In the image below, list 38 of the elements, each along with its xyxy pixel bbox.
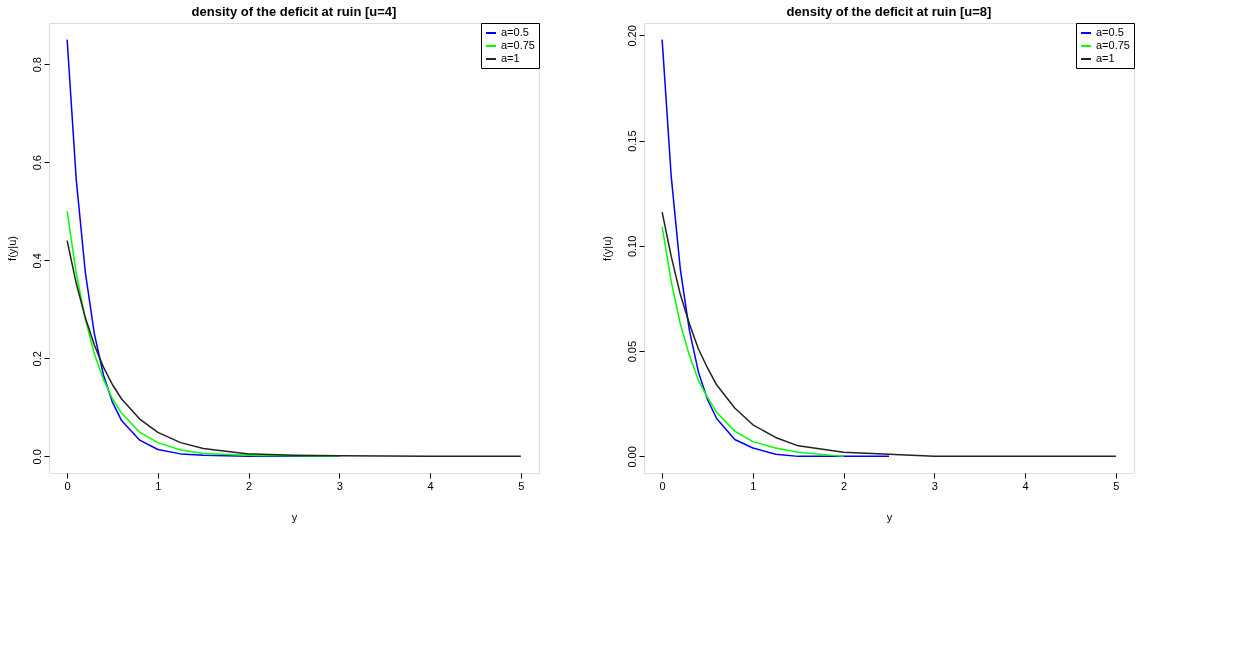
y-tick-label: 0.20: [625, 25, 638, 47]
x-axis-title: y: [291, 510, 298, 523]
y-tick-label: 0.00: [625, 446, 638, 468]
x-tick-label: 3: [336, 479, 343, 492]
legend-label: a=1: [1096, 52, 1115, 64]
line-series: [66, 239, 522, 458]
x-tick-label: 5: [1113, 479, 1120, 492]
legend-label: a=0.75: [1096, 39, 1130, 51]
y-tick-label: 0.15: [625, 130, 638, 152]
x-tick-label: 0: [659, 479, 666, 492]
x-axis-title: y: [886, 510, 893, 523]
y-tick-label: 0.2: [30, 351, 43, 367]
line-series: [661, 38, 890, 458]
y-tick-label: 0.10: [625, 235, 638, 258]
chart-title: density of the deficit at ruin [u=4]: [191, 3, 397, 19]
x-tick-label: 5: [518, 479, 525, 492]
chart-title: density of the deficit at ruin [u=8]: [786, 3, 992, 19]
x-tick-label: 3: [931, 479, 938, 492]
x-tick-label: 1: [750, 479, 757, 492]
y-tick-label: 0.0: [30, 449, 43, 465]
legend-label: a=0.75: [501, 39, 535, 51]
y-axis-title: f(y|u): [600, 236, 613, 261]
legend-label: a=0.5: [1096, 26, 1124, 38]
x-tick-label: 2: [841, 479, 848, 492]
y-tick-label: 0.6: [30, 155, 43, 171]
line-series: [661, 211, 1117, 458]
y-axis-title: f(y|u): [5, 236, 18, 261]
y-tick-label: 0.8: [30, 57, 43, 73]
legend-label: a=0.5: [501, 26, 529, 38]
x-tick-label: 2: [246, 479, 253, 492]
x-tick-label: 1: [155, 479, 162, 492]
x-tick-label: 4: [1022, 479, 1029, 492]
y-tick-label: 0.05: [625, 340, 638, 363]
line-series: [661, 226, 845, 458]
x-tick-label: 4: [427, 479, 434, 492]
x-tick-label: 0: [64, 479, 71, 492]
y-tick-label: 0.4: [30, 253, 43, 269]
legend-label: a=1: [501, 52, 520, 64]
